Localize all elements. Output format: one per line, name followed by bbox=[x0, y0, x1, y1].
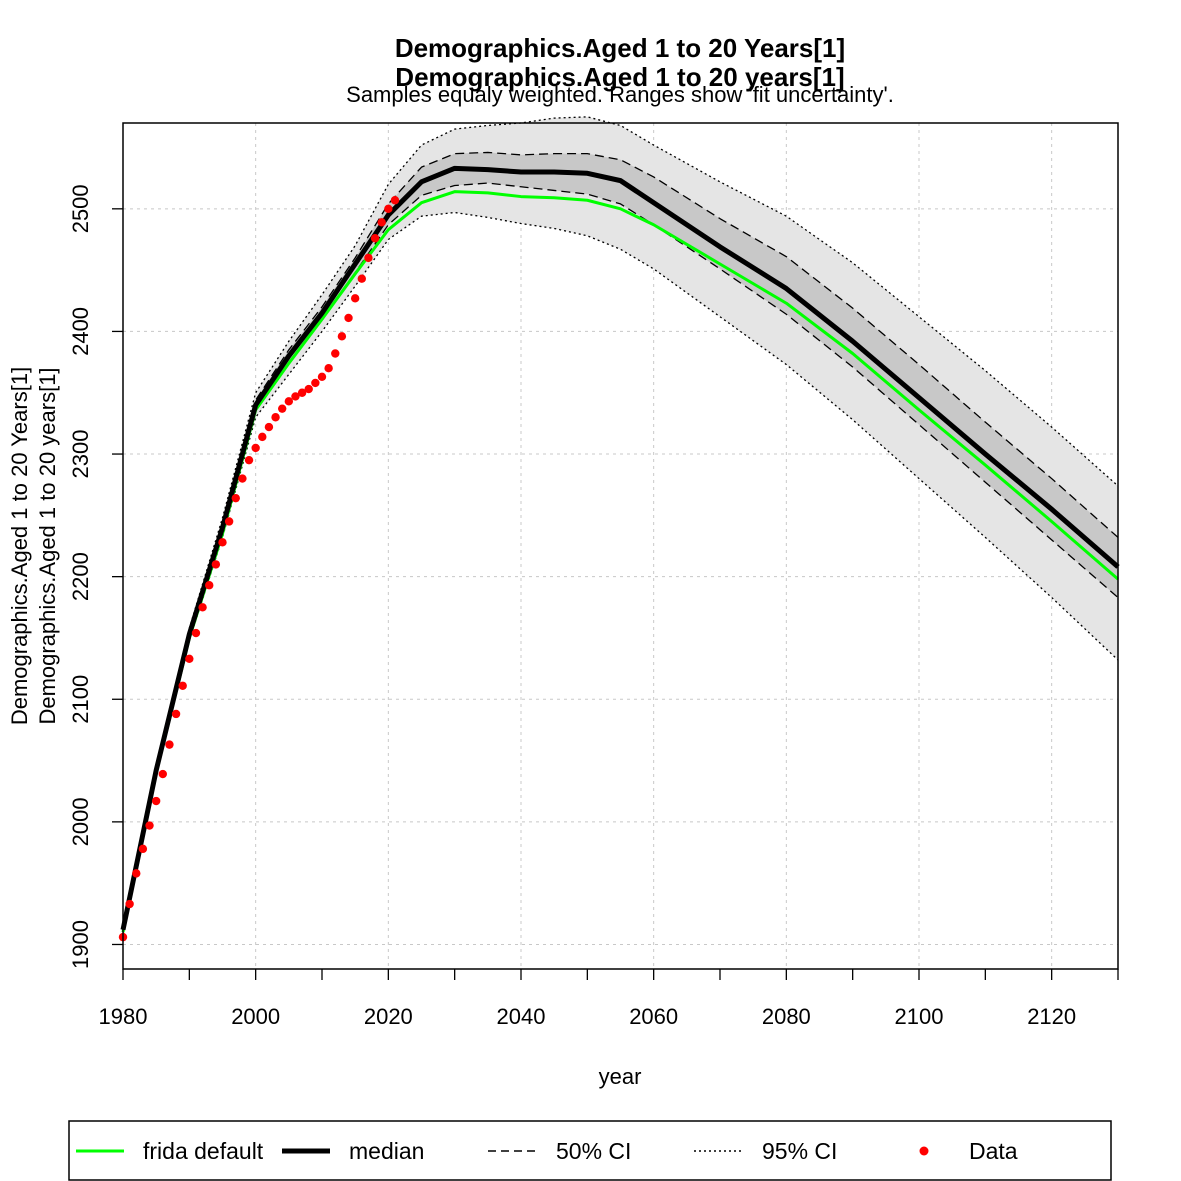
y-tick-label-2500: 2500 bbox=[68, 184, 93, 233]
legend-median-label: median bbox=[349, 1138, 424, 1164]
data-point-2010 bbox=[317, 372, 327, 381]
legend: frida default median 50% CI 95% CI Data bbox=[68, 1120, 1112, 1181]
data-point-1987 bbox=[165, 740, 174, 749]
data-point-2019 bbox=[377, 218, 386, 227]
x-tick-label-2060: 2060 bbox=[629, 1004, 678, 1029]
data-point-2003 bbox=[271, 413, 280, 422]
data-point-1988 bbox=[171, 709, 181, 719]
data-point-2018 bbox=[370, 234, 380, 243]
data-point-1993 bbox=[205, 581, 214, 590]
x-tick-label-2080: 2080 bbox=[762, 1004, 811, 1029]
line-50ci-upper bbox=[122, 151, 1119, 929]
legend-data-swatch bbox=[919, 1146, 929, 1156]
series-lines bbox=[120, 116, 1120, 934]
x-tick-label-2040: 2040 bbox=[497, 1004, 546, 1029]
legend-95ci-label: 95% CI bbox=[762, 1138, 837, 1164]
data-points bbox=[118, 196, 400, 942]
data-point-2004 bbox=[278, 404, 287, 413]
axes: 1980 2000 2020 2040 2060 2080 2100 2120 1900 2000… bbox=[68, 184, 1119, 1029]
legend-data-label: Data bbox=[969, 1138, 1018, 1164]
band-95ci bbox=[123, 116, 1118, 934]
y-axis-label-line-1: Demographics.Aged 1 to 20 Years[1] bbox=[7, 367, 32, 725]
data-point-1982 bbox=[132, 869, 141, 878]
data-point-2014 bbox=[344, 313, 353, 323]
data-point-1997 bbox=[231, 493, 240, 503]
y-tick-label-2400: 2400 bbox=[68, 307, 93, 356]
data-point-2011 bbox=[324, 364, 333, 373]
legend-frida-default-label: frida default bbox=[143, 1138, 264, 1164]
data-point-1990 bbox=[185, 654, 194, 663]
y-tick-label-2300: 2300 bbox=[68, 430, 93, 479]
line-95ci-lower bbox=[122, 211, 1119, 934]
legend-box bbox=[68, 1120, 1112, 1181]
x-tick-label-2000: 2000 bbox=[231, 1004, 280, 1029]
data-point-1986 bbox=[158, 769, 167, 779]
data-point-2012 bbox=[331, 349, 340, 358]
data-point-2017 bbox=[364, 253, 373, 263]
data-point-1981 bbox=[125, 899, 134, 909]
data-point-1998 bbox=[238, 474, 247, 483]
plot-frame bbox=[122, 122, 1119, 970]
data-point-2007 bbox=[297, 388, 307, 397]
grid-layer bbox=[122, 123, 1118, 969]
y-tick-label-2200: 2200 bbox=[68, 552, 93, 601]
data-point-1985 bbox=[151, 796, 161, 806]
data-point-2015 bbox=[350, 294, 360, 303]
data-point-1989 bbox=[178, 681, 187, 690]
chart-title-line-2: Demographics.Aged 1 to 20 years[1] bbox=[395, 62, 844, 92]
data-point-2006 bbox=[291, 392, 300, 401]
data-point-2002 bbox=[264, 422, 274, 432]
chart-title-line-1: Demographics.Aged 1 to 20 Years[1] bbox=[395, 33, 845, 63]
data-point-2000 bbox=[251, 443, 260, 453]
y-tick-label-2100: 2100 bbox=[68, 675, 93, 724]
data-point-1996 bbox=[224, 517, 234, 526]
line-frida-default bbox=[121, 190, 1119, 933]
data-point-2005 bbox=[284, 397, 294, 406]
data-point-1999 bbox=[244, 455, 254, 465]
data-point-1994 bbox=[211, 560, 221, 569]
data-point-1992 bbox=[198, 603, 207, 612]
legend-50ci-label: 50% CI bbox=[556, 1138, 631, 1164]
data-point-1991 bbox=[191, 628, 201, 638]
y-tick-label-2000: 2000 bbox=[68, 797, 93, 846]
line-median bbox=[120, 165, 1120, 931]
y-tick-label-1900: 1900 bbox=[68, 920, 93, 969]
data-point-1983 bbox=[138, 844, 148, 854]
data-point-2013 bbox=[337, 332, 347, 341]
data-point-2016 bbox=[357, 274, 366, 283]
x-tick-label-2100: 2100 bbox=[895, 1004, 944, 1029]
data-point-1984 bbox=[145, 821, 154, 830]
data-point-2009 bbox=[311, 378, 320, 388]
x-tick-label-2120: 2120 bbox=[1027, 1004, 1076, 1029]
x-axis-label: year bbox=[599, 1064, 642, 1089]
data-point-2021 bbox=[390, 196, 400, 205]
chart-subtitle: Samples equaly weighted. Ranges show 'fi… bbox=[346, 82, 894, 107]
data-point-2008 bbox=[304, 384, 313, 394]
y-axis-label-line-2: Demographics.Aged 1 to 20 years[1] bbox=[35, 367, 60, 724]
data-point-1995 bbox=[218, 538, 227, 547]
line-50ci-lower bbox=[122, 182, 1119, 932]
x-tick-label-1980: 1980 bbox=[99, 1004, 148, 1029]
x-tick-label-2020: 2020 bbox=[364, 1004, 413, 1029]
data-point-2020 bbox=[384, 204, 393, 214]
ci-bands bbox=[123, 116, 1118, 934]
data-point-2001 bbox=[258, 432, 267, 442]
band-50ci bbox=[123, 152, 1118, 931]
line-95ci-upper bbox=[122, 116, 1119, 927]
